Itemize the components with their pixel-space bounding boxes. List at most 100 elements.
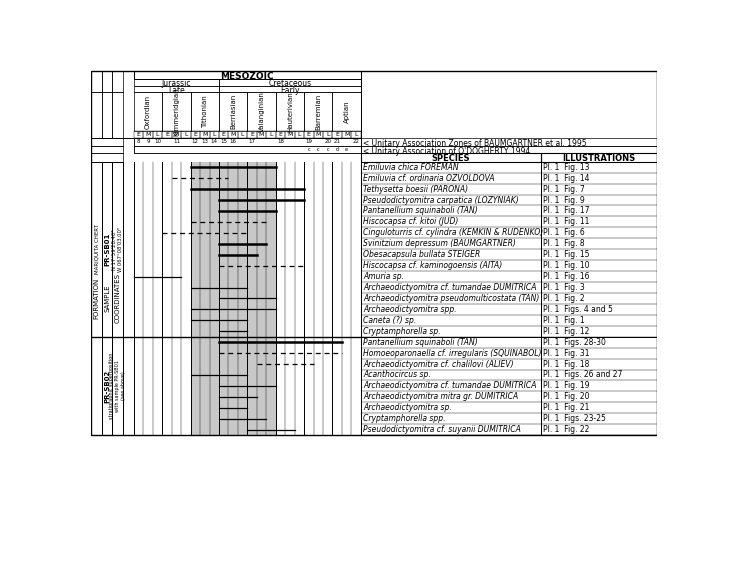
Text: 19: 19 (305, 139, 312, 144)
Text: Acanthocircus sp.: Acanthocircus sp. (363, 370, 431, 380)
Text: Oxfordian: Oxfordian (145, 95, 151, 129)
Bar (361, 337, 541, 435)
Text: Pl. 1  Fig. 22: Pl. 1 Fig. 22 (543, 425, 589, 434)
Text: E: E (335, 132, 339, 137)
Text: c: c (326, 147, 329, 152)
Bar (285, 131, 295, 138)
Bar (191, 162, 276, 435)
Text: Hiscocapsa cf. kaminogoensis (AITA): Hiscocapsa cf. kaminogoensis (AITA) (363, 261, 502, 270)
Text: Pl. 1  Fig. 8: Pl. 1 Fig. 8 (543, 239, 585, 249)
Text: Pl. 1  Fig. 21: Pl. 1 Fig. 21 (543, 403, 589, 412)
Text: PR-SB02: PR-SB02 (104, 369, 110, 402)
Text: Berriasian: Berriasian (230, 94, 236, 129)
Bar (304, 131, 313, 138)
Bar (332, 92, 361, 131)
Bar (134, 131, 143, 138)
Bar (134, 86, 219, 92)
Bar (143, 131, 153, 138)
Text: PR-SB01: PR-SB01 (104, 232, 110, 266)
Text: Pl. 1  Fig. 9: Pl. 1 Fig. 9 (543, 195, 585, 205)
Bar (102, 162, 112, 435)
Text: Pl. 1  Fig. 17: Pl. 1 Fig. 17 (543, 206, 590, 216)
Text: Early: Early (280, 86, 299, 95)
Bar (191, 131, 200, 138)
Text: Pl. 1  Figs. 4 and 5: Pl. 1 Figs. 4 and 5 (543, 305, 613, 314)
Bar (342, 131, 351, 138)
Text: 8: 8 (137, 139, 140, 144)
Bar (228, 131, 238, 138)
Text: 14: 14 (211, 139, 218, 144)
Bar (295, 131, 304, 138)
Text: M: M (174, 132, 179, 137)
Text: Kimmeridgian: Kimmeridgian (174, 87, 180, 136)
Text: L: L (241, 132, 245, 137)
Text: Archaeodictyomitra cf. tumandae DUMITRICA: Archaeodictyomitra cf. tumandae DUMITRIC… (363, 283, 537, 292)
Text: E: E (278, 132, 283, 137)
Text: Archaeodictyomitra spp.: Archaeodictyomitra spp. (363, 305, 457, 314)
Bar (541, 162, 657, 337)
Text: E: E (137, 132, 141, 137)
Bar (219, 86, 361, 92)
Text: Valanginian: Valanginian (258, 91, 264, 132)
Bar (112, 92, 123, 138)
Bar (541, 337, 657, 435)
Text: Hiscocapsa cf. kitoi (JUD): Hiscocapsa cf. kitoi (JUD) (363, 217, 458, 227)
Text: 18: 18 (277, 139, 284, 144)
Bar (361, 146, 657, 153)
Bar (91, 71, 361, 138)
Text: < Unitary Association of O'DOGHERTY 1994: < Unitary Association of O'DOGHERTY 1994 (363, 147, 531, 155)
Text: Late: Late (168, 86, 185, 95)
Text: stratigraphic superposition
with sample PR-SB01
(see above): stratigraphic superposition with sample … (110, 353, 126, 419)
Bar (257, 131, 266, 138)
Text: E: E (193, 132, 197, 137)
Text: Pl. 1  Fig. 20: Pl. 1 Fig. 20 (543, 392, 590, 401)
Bar (91, 71, 102, 92)
Text: 15: 15 (220, 139, 227, 144)
Bar (219, 131, 228, 138)
Bar (276, 131, 285, 138)
Text: Jurassic: Jurassic (161, 79, 191, 88)
Text: M: M (202, 132, 207, 137)
Text: Pl. 1  Fig. 12: Pl. 1 Fig. 12 (543, 327, 589, 336)
Text: Emiluvia cf. ordinaria OZVOLDOVA: Emiluvia cf. ordinaria OZVOLDOVA (363, 173, 495, 183)
Text: Pl. 1  Fig. 3: Pl. 1 Fig. 3 (543, 283, 585, 292)
Text: Archaeodictyomitra mitra gr. DUMITRICA: Archaeodictyomitra mitra gr. DUMITRICA (363, 392, 518, 401)
Bar (191, 92, 219, 131)
Text: Pl. 1  Fig. 1: Pl. 1 Fig. 1 (543, 316, 585, 325)
Text: Pl. 1  Fig. 18: Pl. 1 Fig. 18 (543, 360, 589, 369)
Text: M: M (259, 132, 264, 137)
Text: c: c (317, 147, 320, 152)
Text: MARIQUITA CHERT: MARIQUITA CHERT (94, 224, 99, 274)
Text: Obesacapsula bullata STEIGER: Obesacapsula bullata STEIGER (363, 250, 480, 259)
Text: Archaeodictyomitra pseudomulticostata (TAN): Archaeodictyomitra pseudomulticostata (T… (363, 294, 539, 303)
Bar (134, 79, 219, 86)
Bar (134, 138, 361, 146)
Text: Pl. 1  Fig. 2: Pl. 1 Fig. 2 (543, 294, 585, 303)
Text: E: E (222, 132, 226, 137)
Text: L: L (326, 132, 329, 137)
Text: Pl. 1  Fig. 13: Pl. 1 Fig. 13 (543, 163, 590, 172)
Bar (361, 162, 541, 337)
Text: Pl. 1  Figs. 26 and 27: Pl. 1 Figs. 26 and 27 (543, 370, 623, 380)
Text: 22: 22 (353, 139, 360, 144)
Text: < Unitary Association Zones of BAUMGARTNER et al. 1995: < Unitary Association Zones of BAUMGARTN… (363, 139, 587, 148)
Bar (304, 92, 332, 131)
Text: d: d (336, 147, 339, 152)
Text: Pantanellium squinaboli (TAN): Pantanellium squinaboli (TAN) (363, 338, 478, 347)
Bar (219, 79, 361, 86)
Bar (181, 131, 191, 138)
Text: Emiluvia chica FOREMAN: Emiluvia chica FOREMAN (363, 163, 458, 172)
Bar (323, 131, 332, 138)
Text: ILLUSTRATIONS: ILLUSTRATIONS (562, 154, 635, 164)
Bar (134, 92, 162, 131)
Text: Pl. 1  Figs. 23-25: Pl. 1 Figs. 23-25 (543, 414, 606, 423)
Text: Pl. 1  Fig. 10: Pl. 1 Fig. 10 (543, 261, 590, 270)
Bar (238, 131, 247, 138)
Bar (351, 131, 361, 138)
Bar (91, 153, 123, 162)
Text: 12: 12 (192, 139, 199, 144)
Text: Pl. 1  Fig. 16: Pl. 1 Fig. 16 (543, 272, 590, 281)
Text: 9: 9 (146, 139, 150, 144)
Text: Pl. 1  Fig. 6: Pl. 1 Fig. 6 (543, 228, 585, 238)
Text: Pl. 1  Fig. 15: Pl. 1 Fig. 15 (543, 250, 590, 259)
